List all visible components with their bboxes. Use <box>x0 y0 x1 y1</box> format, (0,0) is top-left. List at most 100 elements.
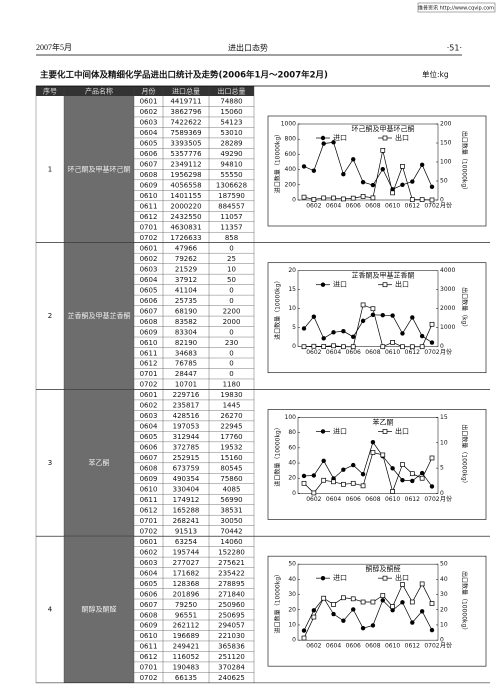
point <box>390 313 395 318</box>
point <box>311 343 317 349</box>
name-cell-bg <box>64 389 134 537</box>
x-tick-label: 0612 <box>405 643 420 650</box>
y-tick-label: 800 <box>285 136 297 143</box>
y-tick-label: 1000 <box>281 121 296 128</box>
y2-tick-label: 2000 <box>440 305 455 312</box>
point <box>380 593 386 598</box>
point <box>311 314 317 319</box>
y-tick-label: 50 <box>288 561 296 568</box>
cell: 25 <box>227 255 236 263</box>
cell: 128368 <box>173 580 200 588</box>
cell: 0603 <box>140 265 158 273</box>
cell: 0701 <box>140 664 158 672</box>
cell: 82190 <box>175 339 197 347</box>
point <box>419 197 425 202</box>
point <box>400 344 405 350</box>
point <box>360 318 366 324</box>
cell: 0608 <box>140 318 158 326</box>
unit: 单位:kg <box>422 69 449 79</box>
cell: 19830 <box>220 391 242 399</box>
cell: 230 <box>225 339 238 347</box>
cell: 25735 <box>175 297 197 305</box>
x-tick-label: 0604 <box>326 496 341 503</box>
product-name: 苯乙酮 <box>89 458 110 467</box>
cell: 0609 <box>140 328 158 336</box>
cell: 365836 <box>218 643 245 651</box>
cell: 26270 <box>220 412 242 420</box>
x-tick-label: 0612 <box>405 496 420 503</box>
y2-tick-label: 0 <box>440 490 444 497</box>
cell: 0606 <box>140 297 158 305</box>
cell: 54123 <box>220 119 242 127</box>
y2-tick-label: 100 <box>440 159 452 166</box>
chart-frame <box>267 409 487 520</box>
cell: 250960 <box>218 601 245 609</box>
plot-frame <box>297 270 439 347</box>
cell: 11357 <box>220 224 242 232</box>
y2-tick-label: 0 <box>440 197 444 204</box>
cell: 70442 <box>220 527 242 535</box>
cell: 250695 <box>218 611 245 619</box>
cell: 21529 <box>175 265 197 273</box>
point <box>331 330 336 335</box>
point <box>390 604 395 609</box>
cell: 174912 <box>173 496 200 504</box>
point <box>301 480 307 486</box>
y-tick-label: 0 <box>292 637 296 644</box>
point <box>331 140 336 145</box>
y-axis-label: 进口数量（10000kg） <box>274 131 282 193</box>
cell: 22945 <box>220 423 242 431</box>
y-tick-label: 10 <box>288 621 296 628</box>
cell: 47966 <box>175 244 198 252</box>
y2-tick-label: 3000 <box>440 286 455 293</box>
y2-tick-label: 200 <box>440 121 452 128</box>
cell: 3393505 <box>170 140 201 148</box>
cell: 1445 <box>223 402 241 410</box>
y2-axis-label: 出口数量（10000kg） <box>461 571 469 633</box>
cell: 74880 <box>220 98 242 106</box>
y2-tick-label: 10 <box>440 439 448 446</box>
y2-tick-label: 50 <box>440 178 448 185</box>
group-index: 4 <box>48 606 53 614</box>
y-tick-label: 200 <box>285 181 297 188</box>
cell: 190483 <box>173 664 200 672</box>
series-line <box>303 597 433 631</box>
y2-tick-label: 20 <box>440 606 448 613</box>
cell: 41104 <box>175 286 198 294</box>
point <box>429 627 435 633</box>
x-tick-label: 0604 <box>326 643 341 650</box>
cell: 249421 <box>173 643 200 651</box>
point <box>311 473 317 478</box>
cell: 0604 <box>140 423 158 431</box>
cell: 171682 <box>173 569 200 577</box>
point <box>400 182 405 187</box>
cell: 0601 <box>140 538 158 546</box>
cell: 1956298 <box>170 171 201 179</box>
point <box>301 194 307 200</box>
x-tick-label: 0608 <box>365 496 380 503</box>
cell: 0 <box>229 328 233 336</box>
header-section: 进出口态势 <box>228 43 268 53</box>
cell: 0602 <box>140 255 158 263</box>
cell: 0606 <box>140 150 158 158</box>
point <box>410 315 415 320</box>
y2-tick-label: 4000 <box>440 267 455 274</box>
cell: 251120 <box>218 653 245 661</box>
cell: 1306628 <box>216 182 247 190</box>
cell: 0702 <box>140 381 158 389</box>
cell: 83582 <box>175 318 197 326</box>
point <box>350 195 356 201</box>
cell: 0611 <box>140 349 158 357</box>
cell: 0602 <box>140 548 158 556</box>
group-index: 3 <box>48 459 52 467</box>
point <box>382 429 388 434</box>
cell: 330404 <box>173 486 200 494</box>
y-tick-label: 40 <box>288 576 296 583</box>
name-cell-bg <box>64 536 134 683</box>
x-tick-label: 0606 <box>346 349 361 356</box>
cell: 0607 <box>140 601 158 609</box>
plot-frame <box>297 417 439 494</box>
cell: 75860 <box>220 475 242 483</box>
cell: 0609 <box>140 182 158 190</box>
point <box>419 162 425 168</box>
